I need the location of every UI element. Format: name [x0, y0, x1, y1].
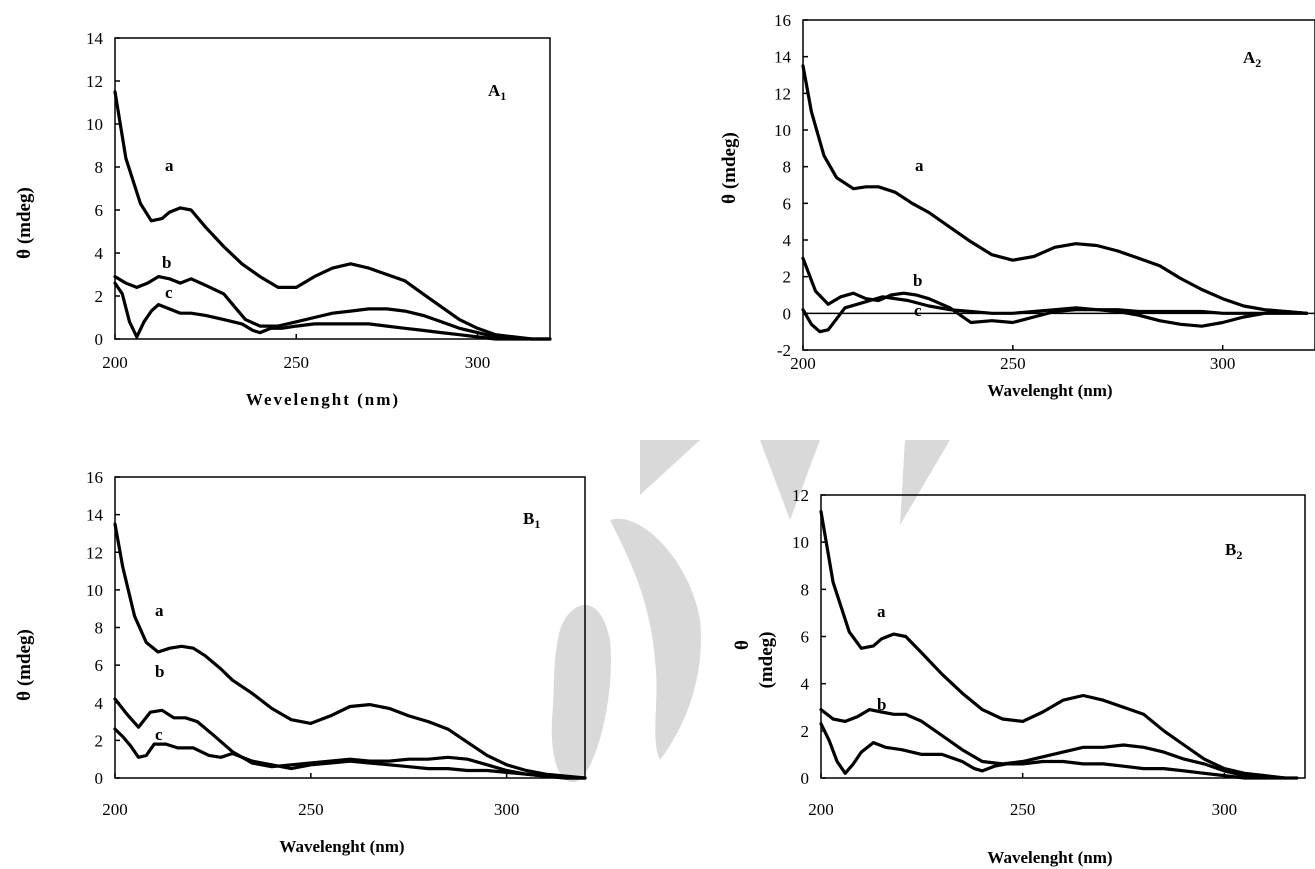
y-tick-label: -2 [777, 341, 791, 360]
y-tick-label: 4 [95, 694, 104, 713]
chart-panel-a1: θ (mdeg) Wevelenght (nm) A1 a b c 0 2 4 6 8 1… [14, 29, 552, 409]
x-tick-label: 200 [102, 353, 128, 372]
y-tick-label: 12 [86, 72, 103, 91]
x-tick-label: 300 [494, 800, 520, 819]
y-tick-label: 6 [95, 656, 104, 675]
y-tick-label: 2 [783, 268, 792, 287]
y-axis-label: θ (mdeg) [14, 187, 35, 259]
series-line-a [801, 64, 1309, 315]
curve-label-b: b [877, 695, 886, 714]
series-line-c [801, 295, 1309, 334]
series-line-b [801, 256, 1309, 328]
y-tick-label: 8 [783, 158, 792, 177]
plot-frame [802, 19, 1315, 351]
y-tick-label: 8 [801, 580, 810, 599]
y-tick-label: 14 [774, 48, 792, 67]
panel-label: A1 [488, 81, 506, 103]
chart-panel-b1: θ (mdeg) Wavelenght (nm) B1 a b c 0 2 4 6 8 1… [14, 468, 587, 856]
curve-label-a: a [877, 602, 886, 621]
y-tick-label: 12 [792, 486, 809, 505]
x-tick-label: 200 [790, 354, 816, 373]
y-axis-label-line2: (mdeg) [756, 632, 777, 689]
x-tick-label: 300 [1212, 800, 1238, 819]
curve-label-c: c [165, 283, 173, 302]
x-axis-label: Wavelenght (nm) [987, 381, 1112, 400]
curve-label-c: c [155, 725, 163, 744]
x-axis-label: Wavelenght (nm) [279, 837, 404, 856]
y-tick-label: 0 [95, 330, 104, 349]
panel-label: A2 [1243, 48, 1261, 70]
curve-label-b: b [155, 662, 164, 681]
x-tick-label: 250 [298, 800, 324, 819]
y-tick-label: 12 [774, 84, 791, 103]
series-line-c [819, 722, 1267, 780]
chart-panel-a2: θ (mdeg) Wavelenght (nm) A2 a b c -2 0 2 4 6… [719, 11, 1315, 400]
watermark [551, 440, 950, 782]
chart-panel-b2: θ (mdeg) Wavelenght (nm) B2 a b 0 2 4 6 8 10 1… [732, 486, 1306, 867]
y-tick-label: 14 [86, 29, 104, 48]
y-tick-label: 2 [801, 722, 810, 741]
y-tick-label: 4 [783, 231, 792, 250]
curve-label-c: c [914, 301, 922, 320]
x-axis-label: Wavelenght (nm) [987, 848, 1112, 867]
y-tick-label: 8 [95, 158, 104, 177]
y-tick-label: 10 [86, 115, 103, 134]
plot-frame [114, 37, 551, 340]
curve-label-b: b [913, 271, 922, 290]
series-line-a [113, 522, 587, 780]
y-tick-label: 4 [95, 244, 104, 263]
series-line-a [113, 90, 552, 341]
series-line-b [113, 275, 552, 341]
curve-label-a: a [155, 601, 164, 620]
curve-label-a: a [915, 156, 924, 175]
y-tick-label: 10 [792, 533, 809, 552]
series-line-b [113, 697, 587, 780]
y-tick-label: 0 [95, 769, 104, 788]
y-axis-label: θ (mdeg) [14, 629, 35, 701]
y-tick-label: 6 [801, 628, 810, 647]
y-tick-label: 16 [86, 468, 103, 487]
y-tick-label: 0 [801, 769, 810, 788]
y-tick-label: 2 [95, 731, 104, 750]
curve-label-a: a [165, 156, 174, 175]
y-tick-label: 0 [783, 304, 792, 323]
y-tick-label: 16 [774, 11, 791, 30]
y-axis-label: θ (mdeg) [719, 132, 740, 204]
series-line-b [819, 707, 1287, 780]
y-tick-label: 6 [783, 194, 792, 213]
curve-label-b: b [162, 253, 171, 272]
y-tick-label: 12 [86, 543, 103, 562]
series-line-c [113, 281, 516, 341]
x-tick-label: 200 [102, 800, 128, 819]
series-line-c [113, 727, 587, 780]
y-tick-label: 6 [95, 201, 104, 220]
plot-frame [114, 476, 586, 779]
y-tick-label: 8 [95, 619, 104, 638]
panel-label: B2 [1225, 540, 1242, 562]
plot-frame [820, 494, 1306, 779]
x-tick-label: 200 [808, 800, 834, 819]
panel-label: B1 [523, 509, 540, 531]
y-tick-label: 2 [95, 287, 104, 306]
x-tick-label: 300 [1210, 354, 1236, 373]
x-tick-label: 250 [1010, 800, 1036, 819]
x-tick-label: 250 [1000, 354, 1026, 373]
y-tick-label: 10 [86, 581, 103, 600]
x-tick-label: 250 [284, 353, 310, 372]
x-tick-label: 300 [465, 353, 491, 372]
y-tick-label: 4 [801, 675, 810, 694]
y-tick-label: 10 [774, 121, 791, 140]
y-axis-label-line1: θ [732, 640, 753, 650]
series-line-a [819, 509, 1299, 780]
y-tick-label: 14 [86, 506, 104, 525]
x-axis-label: Wevelenght (nm) [246, 390, 400, 409]
